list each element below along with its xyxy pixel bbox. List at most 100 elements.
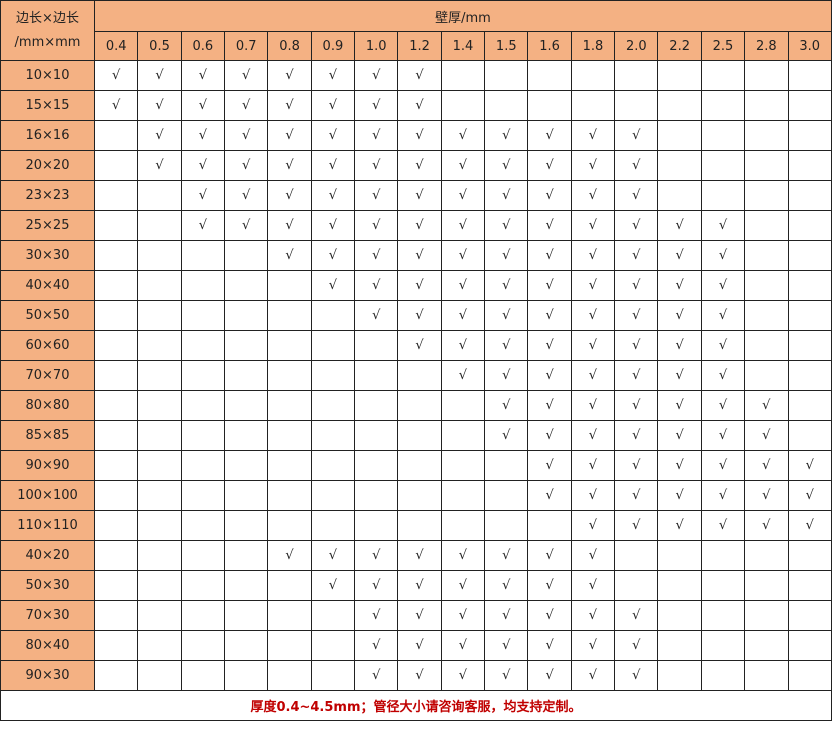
empty-cell bbox=[93, 480, 139, 511]
size-header-line2: /mm×mm bbox=[14, 34, 81, 50]
empty-cell bbox=[744, 330, 789, 361]
availability-check-cell: √ bbox=[570, 450, 616, 481]
availability-check-cell: √ bbox=[137, 90, 182, 121]
empty-cell bbox=[440, 510, 486, 541]
availability-check-cell: √ bbox=[484, 270, 529, 301]
empty-cell bbox=[657, 630, 702, 661]
availability-check-cell: √ bbox=[570, 120, 616, 151]
empty-cell bbox=[397, 480, 442, 511]
empty-cell bbox=[224, 480, 269, 511]
thickness-column-header: 0.9 bbox=[310, 31, 356, 61]
availability-check-cell: √ bbox=[267, 60, 312, 91]
table-row: 25×25 √ √ √ √ √ √ √ √ √ √ √ √ √ bbox=[0, 210, 832, 241]
availability-check-cell: √ bbox=[310, 150, 356, 181]
availability-check-cell: √ bbox=[527, 210, 572, 241]
empty-cell bbox=[787, 90, 832, 121]
availability-check-cell: √ bbox=[527, 630, 572, 661]
empty-cell bbox=[93, 300, 139, 331]
empty-cell bbox=[137, 570, 182, 601]
table-row: 15×15 √ √ √ √ √ √ √ √ bbox=[0, 90, 832, 121]
availability-check-cell: √ bbox=[440, 540, 486, 571]
availability-check-cell: √ bbox=[267, 540, 312, 571]
row-size-label: 25×25 bbox=[0, 210, 95, 241]
empty-cell bbox=[180, 300, 226, 331]
availability-check-cell: √ bbox=[354, 540, 399, 571]
thickness-column-header: 0.7 bbox=[224, 31, 269, 61]
availability-check-cell: √ bbox=[484, 630, 529, 661]
availability-check-cell: √ bbox=[397, 570, 442, 601]
availability-check-cell: √ bbox=[614, 240, 659, 271]
availability-check-cell: √ bbox=[137, 150, 182, 181]
availability-check-cell: √ bbox=[484, 420, 529, 451]
availability-check-cell: √ bbox=[180, 150, 226, 181]
empty-cell bbox=[224, 240, 269, 271]
size-header-line1: 边长×边长 bbox=[16, 10, 79, 26]
availability-check-cell: √ bbox=[310, 60, 356, 91]
empty-cell bbox=[224, 600, 269, 631]
empty-cell bbox=[484, 60, 529, 91]
empty-cell bbox=[310, 600, 356, 631]
empty-cell bbox=[224, 390, 269, 421]
empty-cell bbox=[397, 360, 442, 391]
availability-check-cell: √ bbox=[570, 300, 616, 331]
empty-cell bbox=[93, 450, 139, 481]
empty-cell bbox=[744, 240, 789, 271]
thickness-column-header: 0.4 bbox=[93, 31, 139, 61]
availability-check-cell: √ bbox=[267, 150, 312, 181]
empty-cell bbox=[354, 450, 399, 481]
table-row: 50×50 √ √ √ √ √ √ √ √ √ bbox=[0, 300, 832, 331]
empty-cell bbox=[744, 300, 789, 331]
availability-check-cell: √ bbox=[614, 120, 659, 151]
row-size-label: 80×40 bbox=[0, 630, 95, 661]
availability-check-cell: √ bbox=[397, 240, 442, 271]
availability-check-cell: √ bbox=[614, 150, 659, 181]
availability-check-cell: √ bbox=[310, 120, 356, 151]
empty-cell bbox=[440, 480, 486, 511]
row-size-label: 80×80 bbox=[0, 390, 95, 421]
empty-cell bbox=[744, 360, 789, 391]
availability-check-cell: √ bbox=[570, 510, 616, 541]
empty-cell bbox=[267, 570, 312, 601]
availability-check-cell: √ bbox=[180, 90, 226, 121]
empty-cell bbox=[93, 150, 139, 181]
availability-check-cell: √ bbox=[310, 270, 356, 301]
empty-cell bbox=[180, 600, 226, 631]
empty-cell bbox=[310, 420, 356, 451]
thickness-column-header: 2.5 bbox=[700, 31, 746, 61]
empty-cell bbox=[93, 390, 139, 421]
thickness-columns-row: 0.4 0.5 0.6 0.7 0.8 0.9 1.0 1.2 1.4 1.5 1.6 1.8 2.0 2… bbox=[1, 31, 832, 61]
availability-check-cell: √ bbox=[224, 150, 269, 181]
empty-cell bbox=[744, 150, 789, 181]
availability-check-cell: √ bbox=[224, 60, 269, 91]
empty-cell bbox=[224, 420, 269, 451]
empty-cell bbox=[787, 390, 832, 421]
empty-cell bbox=[93, 360, 139, 391]
availability-check-cell: √ bbox=[570, 360, 616, 391]
availability-check-cell: √ bbox=[440, 240, 486, 271]
availability-check-cell: √ bbox=[354, 120, 399, 151]
row-size-label: 15×15 bbox=[0, 90, 95, 121]
availability-check-cell: √ bbox=[570, 660, 616, 691]
empty-cell bbox=[657, 90, 702, 121]
empty-cell bbox=[224, 330, 269, 361]
row-size-label: 50×50 bbox=[0, 300, 95, 331]
empty-cell bbox=[700, 90, 746, 121]
empty-cell bbox=[700, 60, 746, 91]
availability-check-cell: √ bbox=[657, 270, 702, 301]
empty-cell bbox=[137, 420, 182, 451]
availability-check-cell: √ bbox=[310, 240, 356, 271]
availability-check-cell: √ bbox=[570, 180, 616, 211]
empty-cell bbox=[137, 630, 182, 661]
empty-cell bbox=[700, 540, 746, 571]
empty-cell bbox=[744, 180, 789, 211]
row-size-label: 20×20 bbox=[0, 150, 95, 181]
empty-cell bbox=[744, 90, 789, 121]
empty-cell bbox=[137, 210, 182, 241]
availability-check-cell: √ bbox=[440, 150, 486, 181]
availability-check-cell: √ bbox=[700, 360, 746, 391]
empty-cell bbox=[180, 420, 226, 451]
empty-cell bbox=[744, 60, 789, 91]
availability-check-cell: √ bbox=[657, 210, 702, 241]
empty-cell bbox=[744, 540, 789, 571]
